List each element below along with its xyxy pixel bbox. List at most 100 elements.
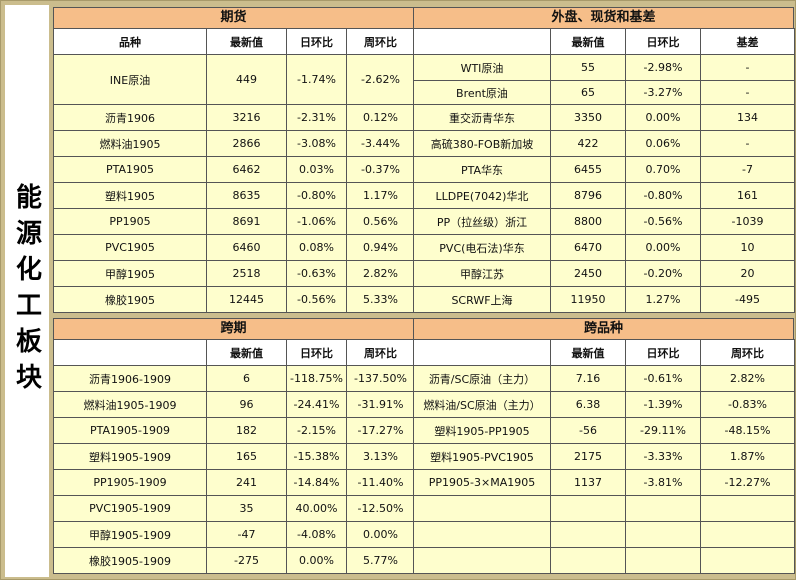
table-row: 甲醇江苏 2450 -0.20% 20 bbox=[413, 260, 795, 287]
table-row: 塑料1905-1909 165 -15.38% 3.13% bbox=[53, 443, 415, 470]
futures-title: 期货 bbox=[220, 10, 247, 25]
futures-cell-wow: 1.17% bbox=[346, 182, 415, 209]
spot-cell-basis: 20 bbox=[700, 260, 795, 287]
futures-cell-value: 8691 bbox=[206, 208, 287, 235]
cross-cell-dod: -3.81% bbox=[625, 469, 701, 496]
futures-cell-wow: 0.56% bbox=[346, 208, 415, 235]
table-row: PP1905 8691 -1.06% 0.56% bbox=[53, 208, 415, 235]
cross-cell-dod: -1.39% bbox=[625, 391, 701, 418]
spread-cell-name: PP1905-1909 bbox=[53, 469, 207, 496]
spread-cell-dod: -14.84% bbox=[286, 469, 347, 496]
table-row: 燃料油1905-1909 96 -24.41% -31.91% bbox=[53, 391, 415, 418]
futures-cell-dod: -3.08% bbox=[286, 130, 347, 157]
futures-cell-name: 塑料1905 bbox=[53, 182, 207, 209]
spot-cell-value: 8800 bbox=[550, 208, 626, 235]
cross-col-header bbox=[413, 339, 551, 366]
table-row: 橡胶1905-1909 -275 0.00% 5.77% bbox=[53, 547, 415, 574]
cross-section-header: 跨品种 bbox=[413, 318, 794, 340]
spot-cell-basis: - bbox=[700, 130, 795, 157]
futures-cell-wow: 5.33% bbox=[346, 286, 415, 313]
table-row: PVC(电石法)华东 6470 0.00% 10 bbox=[413, 234, 795, 261]
futures-cell-value: 6462 bbox=[206, 156, 287, 183]
cross-cell-wow: -12.27% bbox=[700, 469, 795, 496]
spread-col-header: 日环比 bbox=[286, 339, 347, 366]
empty-cell bbox=[625, 547, 701, 574]
spread-cell-value: 35 bbox=[206, 495, 287, 522]
spot-cell-name: PP（拉丝级）浙江 bbox=[413, 208, 551, 235]
cross-cell-name: 塑料1905-PVC1905 bbox=[413, 443, 551, 470]
spread-cell-dod: -15.38% bbox=[286, 443, 347, 470]
futures-cell-dod: -2.31% bbox=[286, 104, 347, 131]
spot-cell-value: 2450 bbox=[550, 260, 626, 287]
futures-cell-name: 燃料油1905 bbox=[53, 130, 207, 157]
empty-cell bbox=[700, 495, 795, 522]
cross-col-header: 周环比 bbox=[700, 339, 795, 366]
spread-cell-dod: -118.75% bbox=[286, 365, 347, 392]
spread-header-row: 最新值 日环比 周环比 bbox=[53, 339, 415, 366]
futures-cell-name: 橡胶1905 bbox=[53, 286, 207, 313]
spread-cell-wow: 3.13% bbox=[346, 443, 415, 470]
table-row: WTI原油 55 -2.98% - bbox=[413, 54, 795, 81]
spot-cell-dod: -0.56% bbox=[625, 208, 701, 235]
spot-cell-value: 422 bbox=[550, 130, 626, 157]
side-title-panel: 能源化工板块 bbox=[5, 5, 49, 577]
spot-cell-dod: -0.80% bbox=[625, 182, 701, 209]
spread-cell-name: 塑料1905-1909 bbox=[53, 443, 207, 470]
cross-cell-value: 6.38 bbox=[550, 391, 626, 418]
spot-cell-name: 高硫380-FOB新加坡 bbox=[413, 130, 551, 157]
empty-cell bbox=[413, 521, 551, 548]
empty-cell bbox=[550, 495, 626, 522]
table-row: 沥青1906-1909 6 -118.75% -137.50% bbox=[53, 365, 415, 392]
spot-cell-basis: 161 bbox=[700, 182, 795, 209]
empty-cell bbox=[625, 495, 701, 522]
empty-cell bbox=[413, 547, 551, 574]
table-row: PTA1905-1909 182 -2.15% -17.27% bbox=[53, 417, 415, 444]
cross-cell-name: 塑料1905-PP1905 bbox=[413, 417, 551, 444]
futures-cell-dod: -0.63% bbox=[286, 260, 347, 287]
cross-cell-wow: 1.87% bbox=[700, 443, 795, 470]
spread-title: 跨期 bbox=[220, 321, 247, 336]
side-title: 能源化工板块 bbox=[11, 183, 42, 399]
futures-cell-value: 6460 bbox=[206, 234, 287, 261]
futures-cell-wow: -3.44% bbox=[346, 130, 415, 157]
futures-col-header: 周环比 bbox=[346, 28, 415, 55]
spot-cell-dod: -2.98% bbox=[625, 54, 701, 81]
spot-table: 最新值 日环比 基差 WTI原油 55 -2.98% - Brent原油 65 -3.27% - 重交… bbox=[413, 28, 795, 313]
data-grid: 期货 外盘、现货和基差 品种 最新值 日环比 周环比 INE原油 449 -1.74% -2.… bbox=[53, 7, 795, 575]
table-row: PP1905-1909 241 -14.84% -11.40% bbox=[53, 469, 415, 496]
futures-cell-value: 8635 bbox=[206, 182, 287, 209]
spot-cell-dod: -3.27% bbox=[625, 80, 701, 105]
futures-cell-name: 沥青1906 bbox=[53, 104, 207, 131]
spot-cell-dod: 0.00% bbox=[625, 104, 701, 131]
spread-cell-wow: -17.27% bbox=[346, 417, 415, 444]
spread-cell-value: 182 bbox=[206, 417, 287, 444]
spread-cell-wow: -137.50% bbox=[346, 365, 415, 392]
futures-header-row: 品种 最新值 日环比 周环比 bbox=[53, 28, 415, 55]
futures-col-header: 品种 bbox=[53, 28, 207, 55]
spot-cell-value: 8796 bbox=[550, 182, 626, 209]
futures-cell-value: 2518 bbox=[206, 260, 287, 287]
spot-cell-basis: -1039 bbox=[700, 208, 795, 235]
futures-cell-wow: -2.62% bbox=[346, 54, 415, 105]
spot-cell-dod: 0.70% bbox=[625, 156, 701, 183]
spot-col-header: 基差 bbox=[700, 28, 795, 55]
spot-cell-name: PTA华东 bbox=[413, 156, 551, 183]
cross-title: 跨品种 bbox=[583, 321, 623, 336]
cross-col-header: 最新值 bbox=[550, 339, 626, 366]
spot-cell-dod: 1.27% bbox=[625, 286, 701, 313]
futures-cell-name: PVC1905 bbox=[53, 234, 207, 261]
spot-cell-basis: -495 bbox=[700, 286, 795, 313]
table-row: 甲醇1905 2518 -0.63% 2.82% bbox=[53, 260, 415, 287]
spot-cell-dod: 0.06% bbox=[625, 130, 701, 157]
cross-cell-dod: -3.33% bbox=[625, 443, 701, 470]
cross-cell-wow: -48.15% bbox=[700, 417, 795, 444]
spread-cell-wow: -31.91% bbox=[346, 391, 415, 418]
spot-cell-name: LLDPE(7042)华北 bbox=[413, 182, 551, 209]
spot-col-header: 最新值 bbox=[550, 28, 626, 55]
futures-cell-value: 12445 bbox=[206, 286, 287, 313]
futures-cell-dod: -0.80% bbox=[286, 182, 347, 209]
spot-cell-value: 6455 bbox=[550, 156, 626, 183]
spread-cell-dod: 40.00% bbox=[286, 495, 347, 522]
cross-cell-name: 沥青/SC原油（主力） bbox=[413, 365, 551, 392]
